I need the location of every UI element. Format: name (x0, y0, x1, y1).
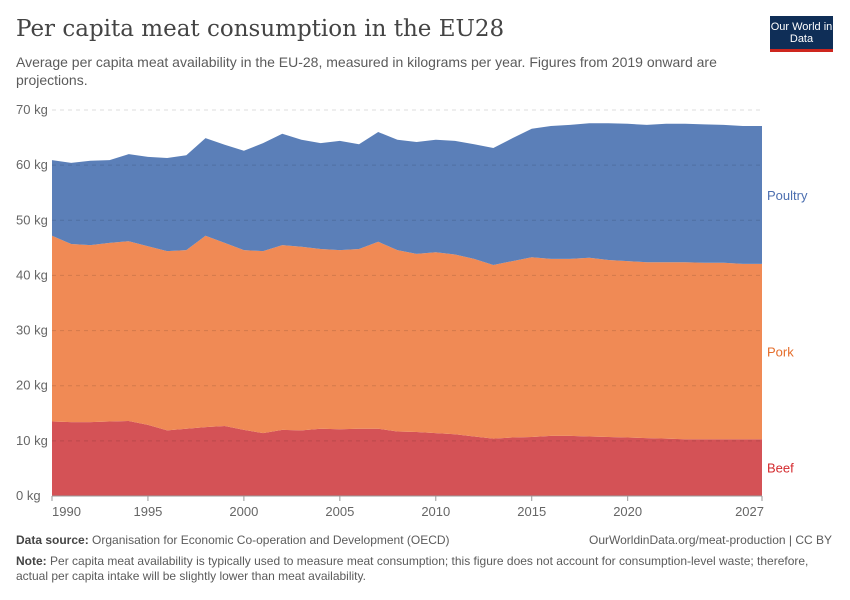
y-tick-label: 70 kg (16, 102, 48, 117)
area-pork (52, 235, 762, 440)
x-tick-label: 2027 (735, 504, 764, 519)
legend-label-beef: Beef (767, 461, 794, 476)
legend-label-pork: Pork (767, 345, 794, 360)
owid-logo[interactable]: Our World in Data (770, 16, 833, 52)
y-tick-label: 0 kg (16, 488, 41, 503)
y-tick-label: 30 kg (16, 323, 48, 338)
x-tick-label: 2000 (229, 504, 258, 519)
x-tick-label: 2010 (421, 504, 450, 519)
x-tick-label: 1990 (52, 504, 81, 519)
area-poultry (52, 123, 762, 265)
source-url[interactable]: OurWorldinData.org/meat-production | CC … (589, 533, 832, 547)
area-beef (52, 421, 762, 496)
y-tick-label: 60 kg (16, 157, 48, 172)
note-text: Per capita meat availability is typicall… (16, 554, 809, 583)
y-tick-label: 40 kg (16, 267, 48, 282)
chart-title: Per capita meat consumption in the EU28 (16, 16, 505, 42)
legend-label-poultry: Poultry (767, 188, 808, 203)
y-tick-label: 10 kg (16, 433, 48, 448)
source-text: Organisation for Economic Co-operation a… (92, 533, 450, 547)
note: Note: Per capita meat availability is ty… (16, 554, 826, 584)
x-tick-label: 1995 (133, 504, 162, 519)
x-tick-label: 2005 (325, 504, 354, 519)
x-tick-label: 2020 (613, 504, 642, 519)
y-tick-label: 20 kg (16, 378, 48, 393)
source-line: Data source: Organisation for Economic C… (16, 533, 450, 548)
chart-subtitle: Average per capita meat availability in … (16, 54, 717, 88)
y-tick-label: 50 kg (16, 212, 48, 227)
source-label: Data source: (16, 533, 89, 547)
x-tick-label: 2015 (517, 504, 546, 519)
note-label: Note: (16, 554, 47, 568)
